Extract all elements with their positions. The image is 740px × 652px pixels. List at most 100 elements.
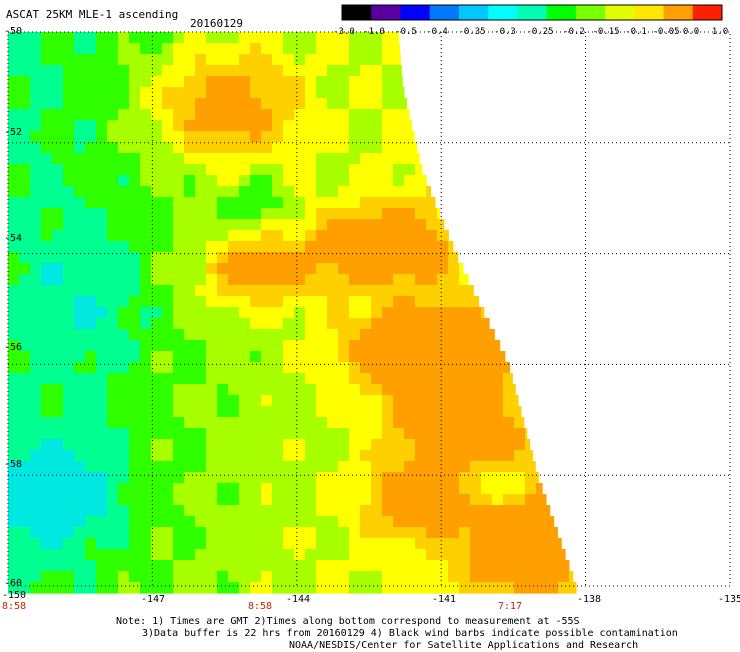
wind-speed-cell: [294, 54, 306, 66]
wind-speed-cell: [327, 428, 339, 440]
wind-speed-cell: [52, 120, 64, 132]
wind-speed-cell: [316, 516, 328, 528]
wind-speed-cell: [63, 538, 75, 550]
wind-speed-cell: [184, 32, 196, 44]
wind-speed-cell: [239, 98, 251, 110]
wind-speed-cell: [338, 384, 350, 396]
wind-speed-cell: [239, 219, 251, 231]
wind-speed-cell: [327, 241, 339, 253]
wind-speed-cell: [85, 98, 97, 110]
wind-speed-cell: [41, 32, 53, 44]
wind-speed-cell: [283, 197, 295, 209]
wind-speed-cell: [217, 428, 229, 440]
wind-speed-cell: [327, 54, 339, 66]
wind-speed-cell: [107, 263, 119, 275]
wind-speed-cell: [470, 329, 482, 341]
wind-speed-cell: [151, 65, 163, 77]
wind-speed-cell: [107, 109, 119, 121]
wind-speed-cell: [52, 164, 64, 176]
colorbar-segment: [488, 5, 518, 20]
wind-speed-cell: [63, 109, 75, 121]
wind-speed-cell: [250, 175, 262, 187]
wind-speed-cell: [470, 384, 482, 396]
wind-speed-cell: [8, 483, 20, 495]
wind-speed-cell: [228, 428, 240, 440]
wind-speed-cell: [8, 472, 20, 484]
wind-speed-cell: [415, 406, 427, 418]
wind-speed-cell: [470, 406, 482, 418]
wind-speed-cell: [129, 516, 141, 528]
wind-speed-cell: [437, 285, 449, 297]
wind-speed-cell: [360, 384, 372, 396]
wind-speed-cell: [173, 362, 185, 374]
wind-speed-cell: [294, 483, 306, 495]
wind-speed-cell: [96, 395, 108, 407]
wind-speed-cell: [272, 164, 284, 176]
wind-speed-cell: [151, 549, 163, 561]
wind-speed-cell: [228, 241, 240, 253]
wind-speed-cell: [294, 285, 306, 297]
colorbar-label: 0.0: [682, 27, 700, 37]
wind-speed-cell: [261, 340, 273, 352]
wind-speed-cell: [96, 406, 108, 418]
wind-speed-cell: [74, 197, 86, 209]
wind-speed-cell: [448, 241, 454, 253]
wind-speed-cell: [382, 483, 394, 495]
wind-speed-cell: [184, 230, 196, 242]
wind-speed-cell: [162, 483, 174, 495]
wind-speed-cell: [140, 373, 152, 385]
wind-speed-cell: [338, 351, 350, 363]
wind-speed-cell: [96, 340, 108, 352]
wind-speed-cell: [19, 406, 31, 418]
wind-speed-cell: [426, 406, 438, 418]
wind-speed-cell: [19, 76, 31, 88]
wind-speed-cell: [294, 120, 306, 132]
wind-speed-cell: [294, 340, 306, 352]
wind-speed-cell: [41, 230, 53, 242]
wind-speed-cell: [426, 373, 438, 385]
wind-speed-cell: [173, 175, 185, 187]
wind-speed-cell: [195, 362, 207, 374]
wind-speed-cell: [514, 461, 526, 473]
wind-speed-cell: [261, 549, 273, 561]
wind-speed-cell: [129, 582, 141, 594]
wind-speed-cell: [96, 230, 108, 242]
wind-speed-cell: [129, 43, 141, 55]
wind-speed-cell: [96, 494, 108, 506]
wind-speed-cell: [118, 494, 130, 506]
wind-speed-cell: [41, 571, 53, 583]
wind-speed-cell: [338, 483, 350, 495]
wind-speed-cell: [470, 516, 482, 528]
wind-speed-cell: [41, 428, 53, 440]
wind-speed-cell: [195, 549, 207, 561]
wind-speed-cell: [503, 417, 515, 429]
wind-speed-cell: [503, 505, 515, 517]
wind-speed-cell: [294, 296, 306, 308]
wind-speed-cell: [360, 43, 372, 55]
wind-speed-cell: [85, 340, 97, 352]
wind-speed-cell: [349, 516, 361, 528]
wind-speed-cell: [206, 175, 218, 187]
wind-speed-cell: [228, 516, 240, 528]
wind-speed-cell: [195, 274, 207, 286]
wind-speed-cell: [316, 87, 328, 99]
wind-speed-cell: [327, 329, 339, 341]
wind-speed-cell: [393, 340, 405, 352]
wind-speed-cell: [63, 54, 75, 66]
wind-speed-cell: [360, 131, 372, 143]
wind-speed-cell: [250, 186, 262, 198]
wind-speed-cell: [514, 417, 525, 429]
wind-speed-cell: [382, 109, 394, 121]
wind-speed-cell: [63, 32, 75, 44]
wind-speed-cell: [96, 373, 108, 385]
wind-speed-cell: [63, 516, 75, 528]
wind-speed-cell: [305, 329, 317, 341]
wind-speed-cell: [118, 285, 130, 297]
wind-speed-cell: [470, 527, 482, 539]
wind-speed-cell: [118, 186, 130, 198]
wind-speed-cell: [52, 428, 64, 440]
wind-speed-cell: [228, 43, 240, 55]
wind-speed-cell: [404, 296, 416, 308]
wind-speed-cell: [448, 351, 460, 363]
wind-speed-cell: [151, 87, 163, 99]
